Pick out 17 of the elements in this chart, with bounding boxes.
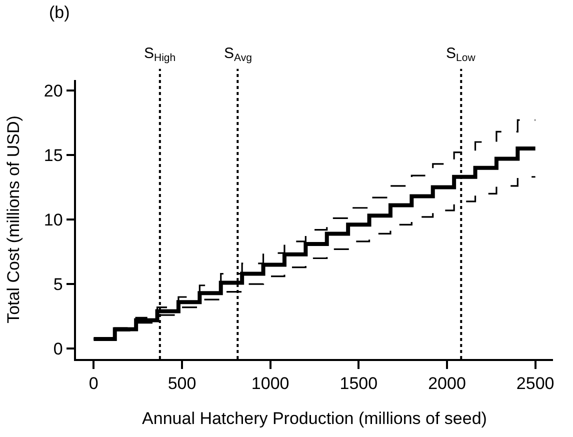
y-tick-label: 0	[53, 340, 63, 359]
y-axis-title: Total Cost (millions of USD)	[4, 116, 23, 324]
y-tick-label: 15	[44, 146, 63, 165]
x-axis-title: Annual Hatchery Production (millions of seed)	[142, 409, 487, 428]
x-tick-label: 2500	[516, 374, 554, 394]
y-tick-label: 10	[44, 210, 63, 230]
x-tick-label: 1000	[251, 374, 290, 394]
x-tick-label: 500	[168, 374, 196, 394]
y-tick-label: 20	[44, 81, 63, 100]
x-tick-label: 1500	[340, 374, 378, 394]
x-tick-label: 2000	[428, 374, 466, 394]
y-tick-label: 5	[53, 275, 63, 294]
ref-line-label: S$_{High}$	[144, 45, 176, 64]
ref-line-label: S$_{Low}$	[446, 45, 476, 64]
text: (b)	[49, 3, 70, 22]
ref-line-label: S$_{Avg}$	[224, 45, 252, 64]
x-tick-label: 0	[88, 374, 98, 394]
